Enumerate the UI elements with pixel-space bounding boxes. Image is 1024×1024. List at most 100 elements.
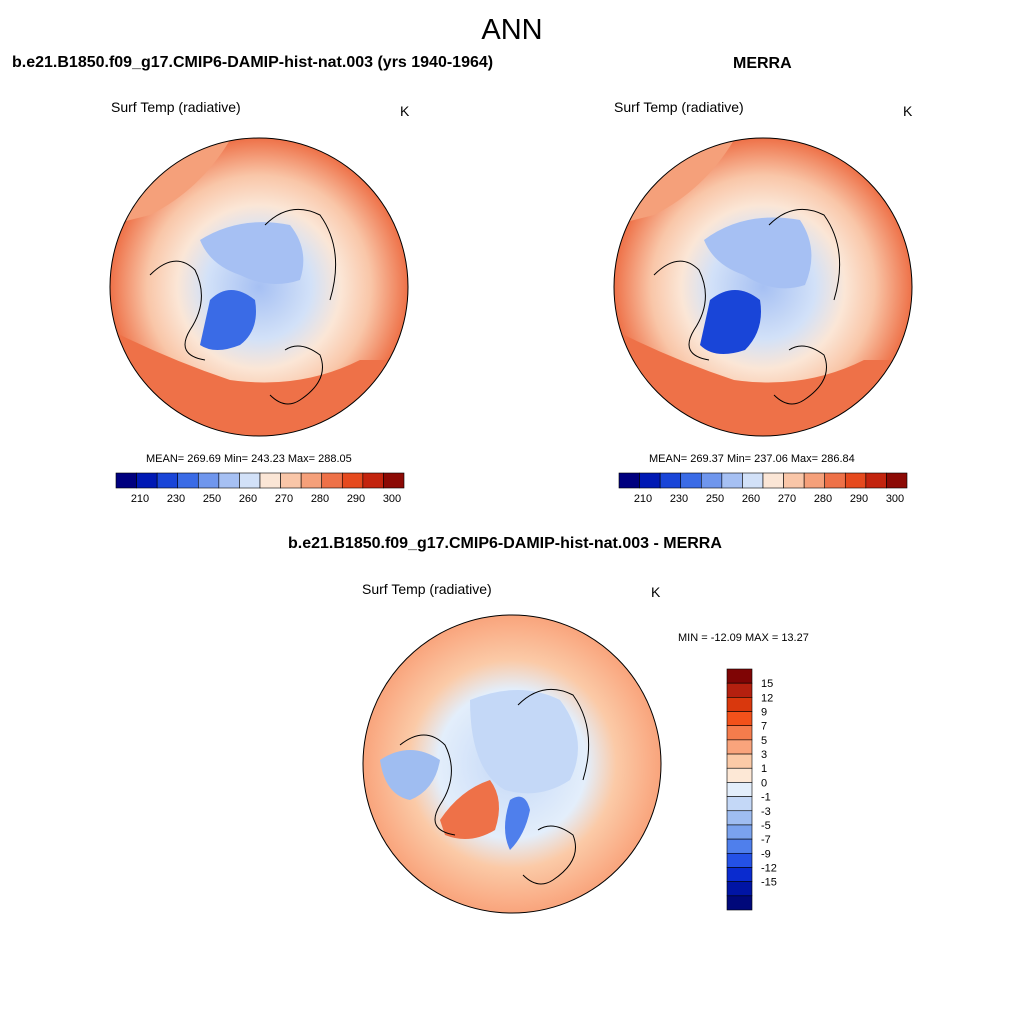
- greenland-cold: [700, 290, 761, 354]
- colorbar-model-swatch: [300, 472, 323, 489]
- colorbar-model: 210 230 250 260 270 280 290 300: [115, 472, 405, 505]
- colorbar-merra-swatch: [618, 472, 640, 489]
- colorbar-model-tick-label: 290: [347, 493, 365, 505]
- colorbar-model-swatch: [259, 472, 281, 489]
- colorbar-merra-swatch: [659, 472, 682, 489]
- panel-3-title: b.e21.B1850.f09_g17.CMIP6-DAMIP-hist-nat…: [288, 535, 722, 552]
- panel-2-title: MERRA: [733, 55, 792, 72]
- colorbar-difference-swatch: [726, 697, 753, 712]
- cold-anomaly-band: [505, 796, 530, 850]
- west-cold-anomaly: [380, 750, 440, 800]
- panel-1-variable: Surf Temp (radiative): [111, 99, 241, 115]
- colorbar-model-swatch: [239, 472, 261, 489]
- colorbar-model-swatch: [321, 472, 343, 489]
- colorbar-merra-swatch: [742, 472, 764, 489]
- panel-1-units: K: [400, 103, 410, 119]
- warm-region-northwest: [614, 140, 734, 225]
- colorbar-model-swatch: [136, 472, 158, 489]
- colorbar-difference-swatch: [726, 711, 753, 727]
- colorbar-model-tick-label: 210: [131, 493, 149, 505]
- greenland-warm-anomaly: [440, 780, 499, 839]
- panel-1-title: b.e21.B1850.f09_g17.CMIP6-DAMIP-hist-nat…: [12, 54, 494, 71]
- colorbar-difference-swatch: [726, 810, 753, 826]
- colorbar-difference-swatch: [726, 725, 753, 741]
- panel-3-stats: MIN = -12.09 MAX = 13.27: [678, 632, 809, 644]
- colorbar-difference-tick-label: 15: [761, 678, 773, 690]
- panel-2-variable: Surf Temp (radiative): [614, 99, 744, 115]
- colorbar-model-swatch: [341, 472, 364, 489]
- colorbar-difference-tick-label: 9: [761, 707, 767, 719]
- colorbar-difference-tick-label: 3: [761, 749, 767, 761]
- colorbar-difference-swatch: [726, 782, 753, 797]
- colorbar-difference-tick-label: 1: [761, 763, 767, 775]
- colorbar-merra-swatch: [700, 472, 723, 489]
- map-difference: [362, 614, 662, 914]
- colorbar-merra-swatch: [680, 472, 702, 489]
- colorbar-model-tick-label: 230: [167, 493, 185, 505]
- colorbar-merra-tick-label: 230: [670, 493, 688, 505]
- colorbar-difference-tick-label: -12: [761, 862, 777, 874]
- colorbar-merra-swatch: [639, 472, 661, 489]
- coastline: [149, 208, 337, 405]
- arctic-cold: [704, 217, 812, 289]
- colorbar-difference-tick-label: 5: [761, 735, 767, 747]
- colorbar-merra-tick-label: 300: [886, 493, 904, 505]
- colorbar-difference-swatch: [726, 852, 753, 868]
- panel-2-stats: MEAN= 269.37 Min= 237.06 Max= 286.84: [649, 453, 855, 465]
- colorbar-merra-swatch: [824, 472, 846, 489]
- colorbar-difference-tick-label: -9: [761, 848, 771, 860]
- colorbar-difference-swatch: [726, 838, 753, 854]
- colorbar-difference-tick-label: 0: [761, 777, 767, 789]
- colorbar-merra: 210 230 250 260 270 280 290 300: [618, 472, 908, 505]
- colorbar-difference-tick-label: -5: [761, 820, 771, 832]
- arctic-cold-anomaly: [470, 690, 578, 794]
- warm-region-south: [110, 330, 408, 436]
- colorbar-merra-swatch: [783, 472, 805, 489]
- colorbar-merra-tick-label: 210: [634, 493, 652, 505]
- colorbar-difference-swatch: [726, 895, 753, 911]
- colorbar-merra-swatch: [844, 472, 867, 489]
- warm-region-northwest: [110, 140, 230, 225]
- colorbar-difference-swatch: [726, 739, 753, 755]
- colorbar-difference-swatch: [726, 753, 753, 769]
- map-merra: [613, 137, 913, 437]
- colorbar-model-tick-label: 250: [203, 493, 221, 505]
- greenland-cold: [200, 290, 256, 350]
- panel-3-variable: Surf Temp (radiative): [362, 581, 492, 597]
- colorbar-merra-tick-label: 280: [814, 493, 832, 505]
- colorbar-model-tick-label: 280: [311, 493, 329, 505]
- colorbar-difference-swatch: [726, 682, 753, 698]
- colorbar-difference-tick-label: -3: [761, 806, 771, 818]
- colorbar-model-tick-label: 260: [239, 493, 257, 505]
- colorbar-difference-swatch: [726, 867, 753, 882]
- colorbar-difference-swatch: [726, 881, 753, 897]
- colorbar-merra-swatch: [865, 472, 887, 489]
- colorbar-model-swatch: [115, 472, 137, 489]
- colorbar-model-swatch: [197, 472, 220, 489]
- colorbar-model-swatch: [362, 472, 384, 489]
- colorbar-merra-swatch: [762, 472, 784, 489]
- colorbar-model-tick-label: 270: [275, 493, 293, 505]
- colorbar-difference-tick-label: -15: [761, 877, 777, 889]
- colorbar-difference-swatch: [726, 767, 753, 783]
- colorbar-difference-swatch: [726, 824, 753, 840]
- colorbar-merra-tick-label: 290: [850, 493, 868, 505]
- coastline: [653, 208, 841, 405]
- colorbar-difference-swatch: [726, 668, 753, 684]
- colorbar-merra-tick-label: 270: [778, 493, 796, 505]
- figure-title: ANN: [481, 14, 543, 46]
- map-model: [109, 137, 409, 437]
- colorbar-difference-tick-label: -1: [761, 792, 771, 804]
- colorbar-difference-tick-label: 12: [761, 692, 773, 704]
- colorbar-difference: 15 12 9 7 5 3 1 0 -1 -3 -5 -7 -9 -12 -15: [726, 668, 777, 911]
- colorbar-model-swatch: [218, 472, 240, 489]
- colorbar-model-swatch: [383, 472, 405, 489]
- colorbar-model-tick-label: 300: [383, 493, 401, 505]
- arctic-cold: [200, 222, 304, 284]
- panel-2-units: K: [903, 103, 913, 119]
- warm-region-south: [614, 330, 912, 436]
- colorbar-difference-swatch: [726, 796, 753, 812]
- colorbar-model-swatch: [280, 472, 302, 489]
- colorbar-merra-swatch: [803, 472, 826, 489]
- colorbar-merra-tick-label: 250: [706, 493, 724, 505]
